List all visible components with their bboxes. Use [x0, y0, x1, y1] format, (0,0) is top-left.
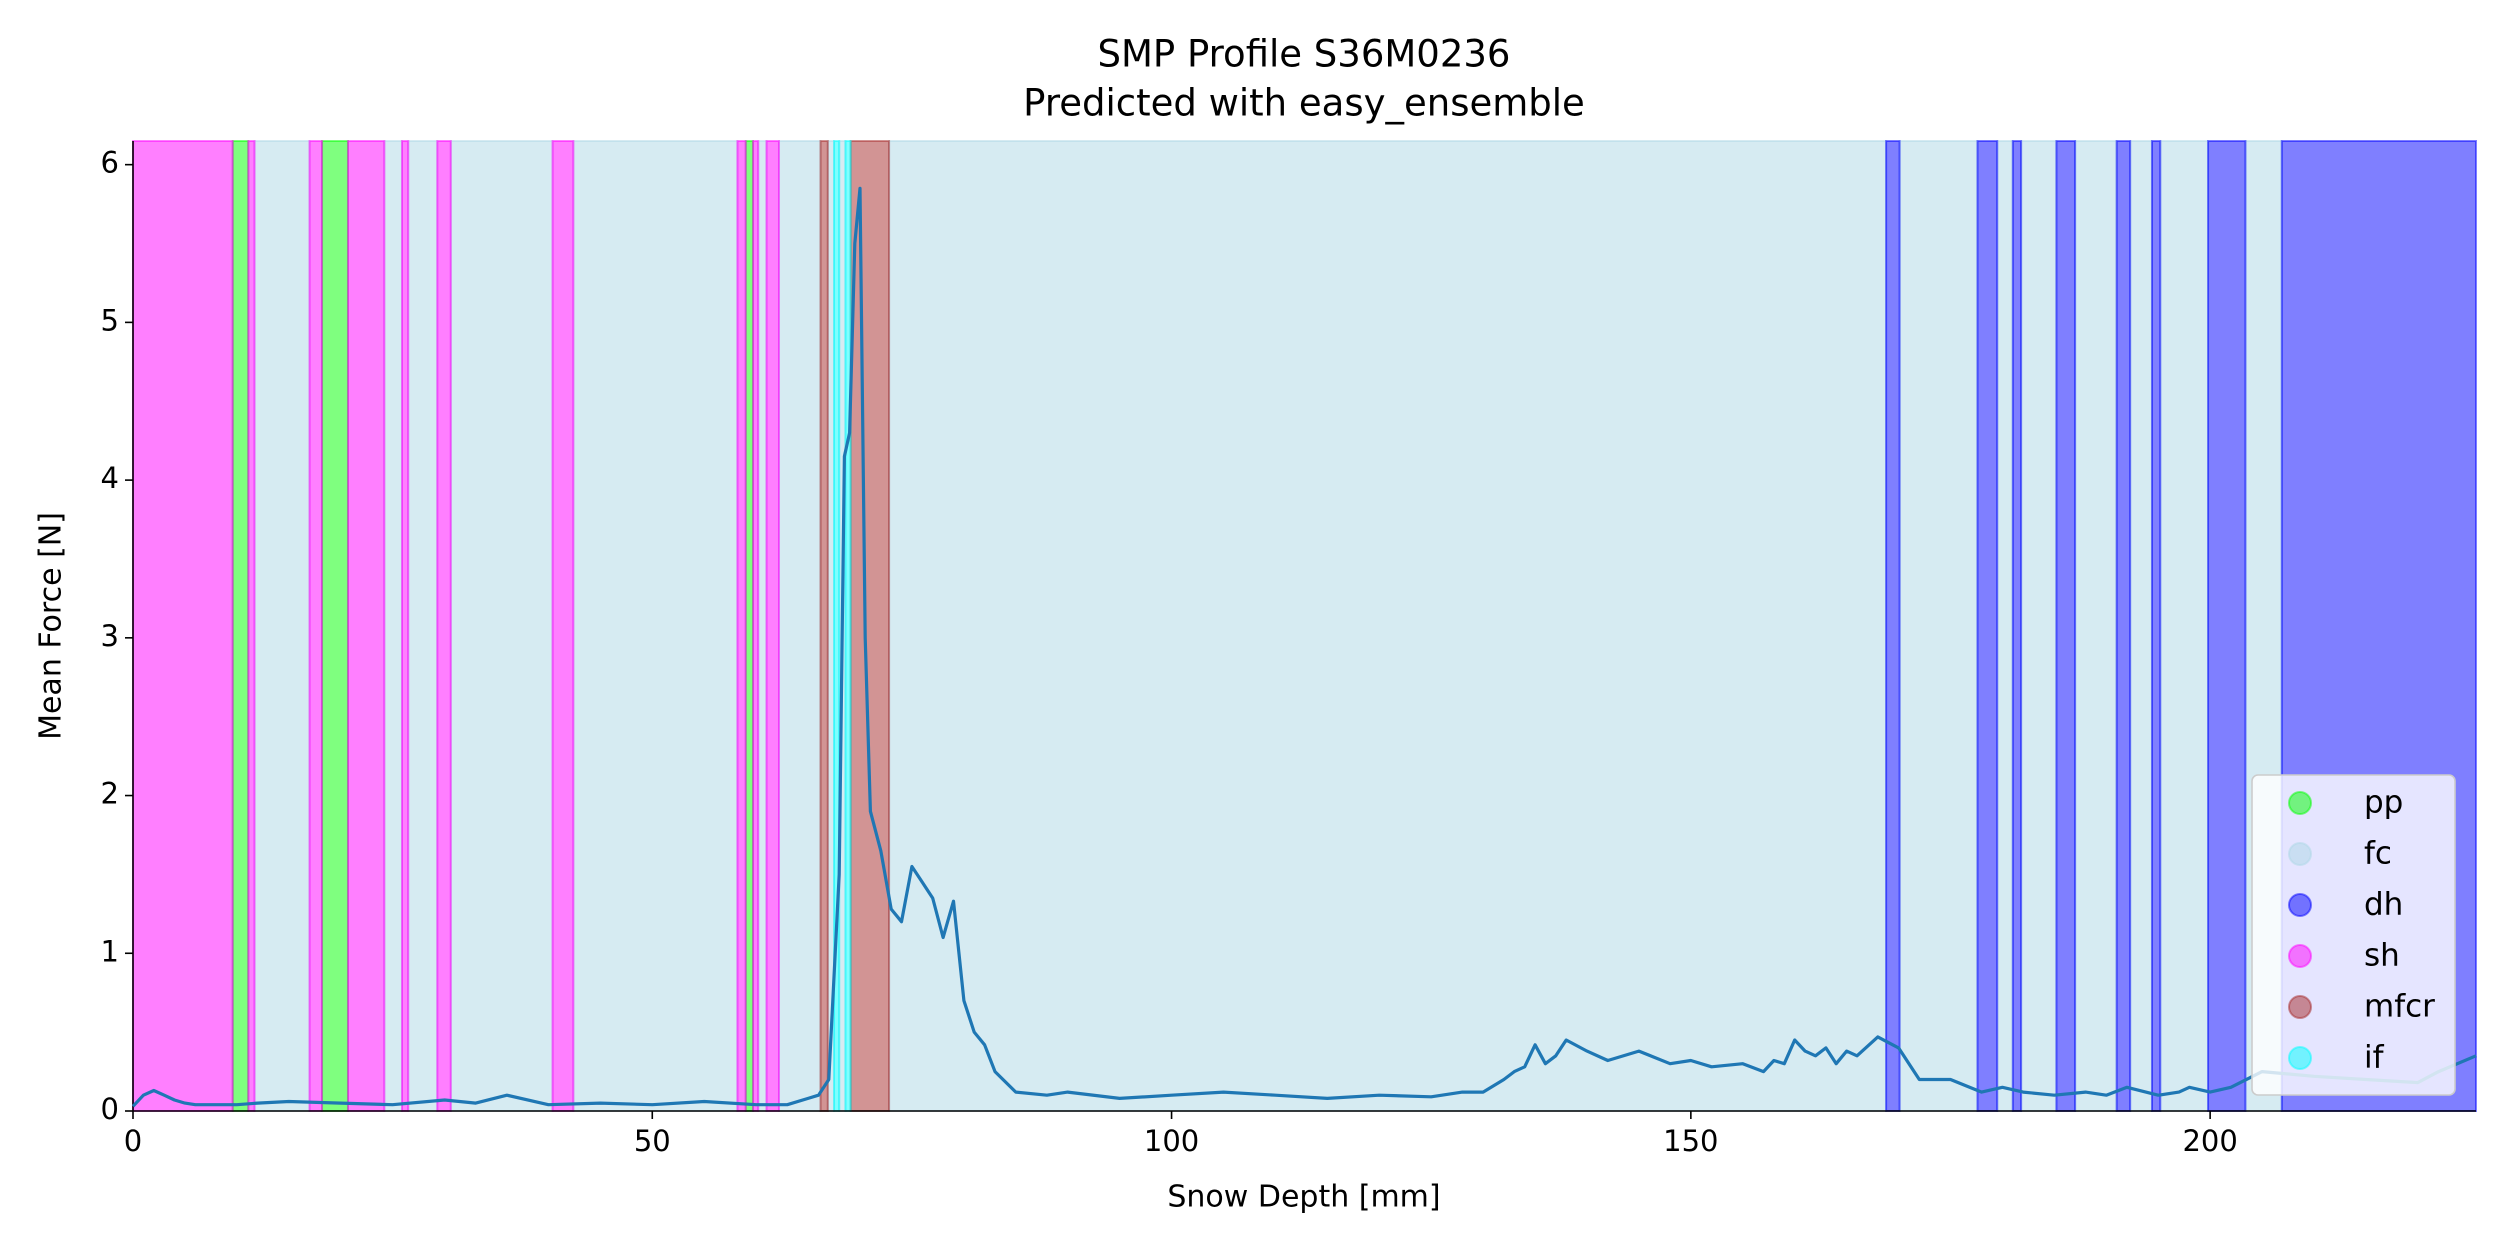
plot-lines — [131, 186, 2477, 1108]
class-span — [1976, 140, 1999, 1112]
class-span — [2020, 140, 2058, 1112]
class-span — [2207, 140, 2247, 1112]
x-tick-label: 150 — [1663, 1124, 1718, 1158]
legend-marker — [2288, 1046, 2312, 1070]
y-tick-label: 5 — [101, 303, 119, 337]
y-axis-label: Mean Force [N] — [34, 512, 69, 740]
y-tick-label: 3 — [101, 619, 119, 653]
class-span — [449, 140, 554, 1112]
class-span — [2074, 140, 2118, 1112]
legend-label: pp — [2364, 785, 2403, 821]
class-span — [346, 140, 386, 1112]
class-span — [132, 140, 234, 1112]
chart-subtitle: Predicted with easy_ensemble — [1023, 82, 1585, 125]
class-span — [2055, 140, 2077, 1112]
class-span — [407, 140, 439, 1112]
chart-title: SMP Profile S36M0236 — [1098, 33, 1511, 76]
y-tick-label: 0 — [101, 1092, 119, 1126]
legend-label: if — [2364, 1040, 2385, 1076]
legend-label: dh — [2364, 887, 2403, 923]
legend-label: sh — [2364, 938, 2400, 974]
class-span — [736, 140, 747, 1112]
x-tick-label: 0 — [124, 1124, 142, 1158]
class-span — [2115, 140, 2132, 1112]
x-axis-label: Snow Depth [mm] — [1167, 1180, 1440, 1215]
class-span — [383, 140, 403, 1112]
legend-marker — [2288, 842, 2312, 866]
legend-label: fc — [2364, 836, 2392, 872]
class-span — [1996, 140, 2014, 1112]
class-span — [247, 140, 256, 1112]
x-tick-label: 200 — [2182, 1124, 2237, 1158]
x-tick-label: 50 — [634, 1124, 671, 1158]
legend-marker — [2288, 893, 2312, 917]
legend-marker — [2288, 791, 2312, 815]
ticks: 0 50 100 150 200 0 1 2 3 4 5 6 — [101, 141, 2476, 1158]
class-span — [2159, 140, 2210, 1112]
force-line — [131, 186, 2477, 1108]
class-span — [2150, 140, 2162, 1112]
class-span — [888, 140, 1888, 1112]
class-span — [757, 140, 768, 1112]
class-span — [765, 140, 780, 1112]
class-span — [777, 140, 822, 1112]
class-span — [400, 140, 410, 1112]
class-span — [436, 140, 452, 1112]
class-span — [849, 140, 891, 1112]
legend-marker — [2288, 995, 2312, 1019]
class-span — [1885, 140, 1901, 1112]
legend-label: mfcr — [2364, 989, 2435, 1025]
class-span — [572, 140, 739, 1112]
y-tick-label: 4 — [101, 461, 119, 495]
class-span — [2129, 140, 2153, 1112]
y-tick-label: 1 — [101, 934, 119, 968]
class-spans — [132, 140, 2478, 1112]
class-span — [231, 140, 250, 1112]
class-span — [819, 140, 829, 1112]
class-span — [308, 140, 324, 1112]
y-tick-label: 6 — [101, 146, 119, 180]
y-tick-label: 2 — [101, 777, 119, 811]
class-span — [752, 140, 760, 1112]
class-span — [744, 140, 755, 1112]
class-span — [844, 140, 852, 1112]
legend-box — [2251, 774, 2456, 1096]
class-span — [551, 140, 575, 1112]
class-span — [321, 140, 349, 1112]
legend: pp fc dh sh mfcr if — [2251, 774, 2456, 1096]
class-span — [253, 140, 311, 1112]
class-span — [1898, 140, 1979, 1112]
x-tick-label: 100 — [1144, 1124, 1199, 1158]
class-span — [2011, 140, 2023, 1112]
legend-marker — [2288, 944, 2312, 968]
